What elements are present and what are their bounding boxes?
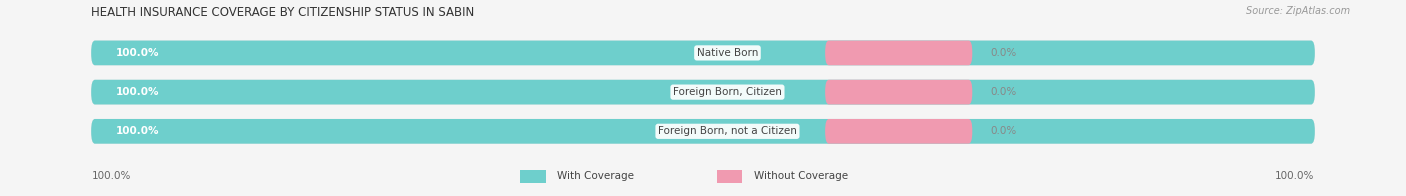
- Text: Foreign Born, Citizen: Foreign Born, Citizen: [673, 87, 782, 97]
- Text: 100.0%: 100.0%: [1275, 171, 1315, 181]
- Text: Native Born: Native Born: [697, 48, 758, 58]
- Text: 100.0%: 100.0%: [115, 87, 159, 97]
- FancyBboxPatch shape: [91, 119, 1315, 144]
- Text: 0.0%: 0.0%: [990, 126, 1017, 136]
- FancyBboxPatch shape: [91, 80, 1315, 104]
- Text: Foreign Born, not a Citizen: Foreign Born, not a Citizen: [658, 126, 797, 136]
- FancyBboxPatch shape: [91, 41, 1315, 65]
- FancyBboxPatch shape: [91, 41, 1315, 65]
- Text: 100.0%: 100.0%: [115, 48, 159, 58]
- FancyBboxPatch shape: [825, 80, 973, 104]
- Text: With Coverage: With Coverage: [557, 171, 634, 181]
- Text: 100.0%: 100.0%: [115, 126, 159, 136]
- FancyBboxPatch shape: [91, 119, 1315, 144]
- Text: Without Coverage: Without Coverage: [754, 171, 848, 181]
- FancyBboxPatch shape: [825, 41, 973, 65]
- Text: 100.0%: 100.0%: [91, 171, 131, 181]
- Text: 0.0%: 0.0%: [990, 87, 1017, 97]
- Text: 0.0%: 0.0%: [990, 48, 1017, 58]
- FancyBboxPatch shape: [91, 80, 1315, 104]
- Text: HEALTH INSURANCE COVERAGE BY CITIZENSHIP STATUS IN SABIN: HEALTH INSURANCE COVERAGE BY CITIZENSHIP…: [91, 6, 475, 19]
- FancyBboxPatch shape: [825, 119, 973, 144]
- Text: Source: ZipAtlas.com: Source: ZipAtlas.com: [1246, 6, 1350, 16]
